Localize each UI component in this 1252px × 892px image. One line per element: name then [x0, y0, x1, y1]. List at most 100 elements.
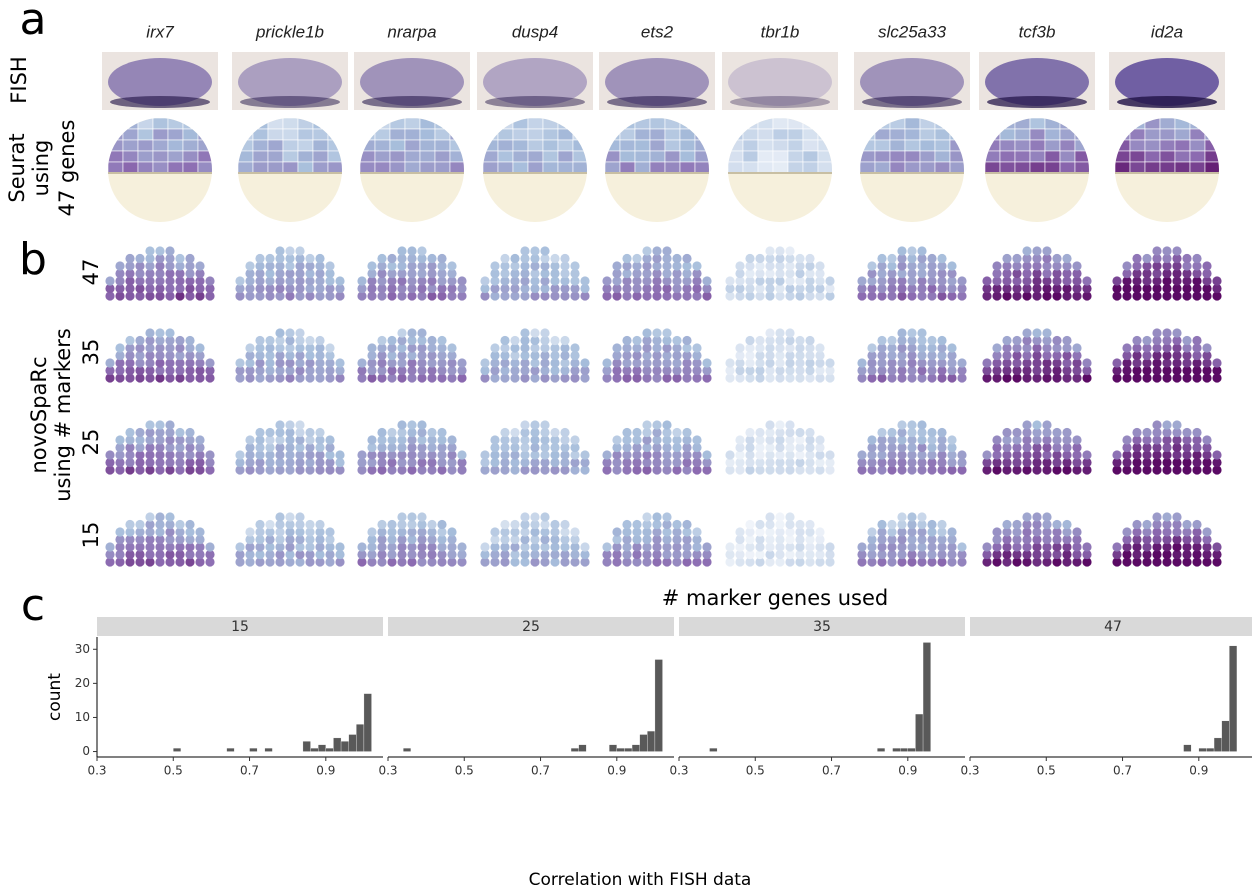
seurat-cell	[375, 118, 390, 129]
seurat-cell	[435, 129, 450, 140]
spatial-dot	[1122, 527, 1131, 536]
seurat-cell	[743, 162, 758, 173]
spatial-dot	[407, 328, 416, 337]
spatial-dot	[867, 261, 876, 270]
spatial-dot	[125, 254, 134, 263]
x-tick-label: 0.9	[898, 764, 917, 778]
spatial-dot	[205, 276, 214, 285]
spatial-dot	[245, 435, 254, 444]
seurat-cell	[543, 118, 558, 129]
seurat-cell	[123, 162, 138, 173]
bar	[632, 745, 640, 752]
seurat-cell	[558, 151, 573, 162]
seurat-cell	[650, 140, 665, 151]
x-tick-label: 0.7	[531, 764, 550, 778]
seurat-cell	[875, 129, 890, 140]
spatial-dot	[692, 527, 701, 536]
spatial-dot	[427, 520, 436, 529]
y-tick-label: 0	[82, 744, 90, 758]
spatial-dot	[992, 343, 1001, 352]
spatial-dot	[622, 520, 631, 529]
seurat-cell	[860, 151, 875, 162]
spatial-dot	[602, 358, 611, 367]
seurat-cell	[283, 129, 298, 140]
seurat-cell	[528, 162, 543, 173]
spatial-dot	[480, 542, 489, 551]
spatial-dot	[755, 336, 764, 345]
seurat-cell	[818, 162, 833, 173]
spatial-dot	[652, 420, 661, 429]
seurat-cell	[108, 140, 123, 151]
spatial-dot	[1202, 435, 1211, 444]
seurat-cell	[360, 151, 375, 162]
spatial-dot	[500, 254, 509, 263]
bar	[341, 741, 349, 751]
spatial-dot	[662, 512, 671, 521]
spatial-dot	[417, 420, 426, 429]
spatial-dot	[1212, 276, 1221, 285]
row-label: novoSpaRc	[27, 356, 51, 473]
bar	[227, 748, 235, 751]
spatial-dot	[195, 343, 204, 352]
seurat-cell	[635, 118, 650, 129]
spatial-dot	[917, 512, 926, 521]
spatial-dot	[642, 420, 651, 429]
spatial-dot	[652, 246, 661, 255]
spatial-dot	[702, 450, 711, 459]
seurat-cell	[1060, 162, 1075, 173]
seurat-cell	[1030, 162, 1045, 173]
spatial-dot	[195, 435, 204, 444]
spatial-dot	[775, 420, 784, 429]
gene-label: ets2	[641, 22, 674, 41]
seurat-cell	[665, 151, 680, 162]
spatial-dot	[325, 527, 334, 536]
seurat-cell	[420, 129, 435, 140]
seurat-cell	[573, 151, 588, 162]
spatial-dot	[775, 512, 784, 521]
spatial-dot	[447, 527, 456, 536]
spatial-dot	[1072, 261, 1081, 270]
seurat-cell	[313, 162, 328, 173]
seurat-cell	[743, 151, 758, 162]
gene-label: dusp4	[512, 22, 558, 41]
spatial-dot	[642, 328, 651, 337]
seurat-cell	[283, 140, 298, 151]
spatial-dot	[510, 336, 519, 345]
seurat-cell	[573, 162, 588, 173]
spatial-dot	[175, 520, 184, 529]
seurat-cell	[605, 151, 620, 162]
spatial-dot	[887, 428, 896, 437]
spatial-dot	[692, 435, 701, 444]
spatial-dot	[692, 261, 701, 270]
seurat-cell	[773, 129, 788, 140]
seurat-cell	[405, 140, 420, 151]
fish-band	[862, 96, 962, 108]
spatial-dot	[315, 254, 324, 263]
seurat-cell	[450, 151, 465, 162]
spatial-dot	[1192, 520, 1201, 529]
spatial-dot	[1002, 428, 1011, 437]
spatial-dot	[815, 343, 824, 352]
spatial-dot	[1062, 428, 1071, 437]
spatial-dot	[185, 254, 194, 263]
spatial-dot	[265, 520, 274, 529]
spatial-dot	[662, 328, 671, 337]
seurat-cell	[773, 151, 788, 162]
spatial-dot	[155, 246, 164, 255]
spatial-dot	[115, 435, 124, 444]
seurat-cell	[498, 118, 513, 129]
spatial-dot	[642, 512, 651, 521]
gene-label: tbr1b	[761, 22, 800, 41]
x-tick-label: 0.9	[316, 764, 335, 778]
seurat-cell	[920, 162, 935, 173]
seurat-cell	[920, 140, 935, 151]
seurat-cell	[1145, 162, 1160, 173]
spatial-dot	[1032, 328, 1041, 337]
seurat-cell	[1145, 129, 1160, 140]
seurat-cell	[1060, 129, 1075, 140]
spatial-dot	[447, 343, 456, 352]
spatial-dot	[795, 428, 804, 437]
spatial-dot	[1212, 542, 1221, 551]
seurat-cell	[483, 140, 498, 151]
seurat-cell	[1190, 162, 1205, 173]
